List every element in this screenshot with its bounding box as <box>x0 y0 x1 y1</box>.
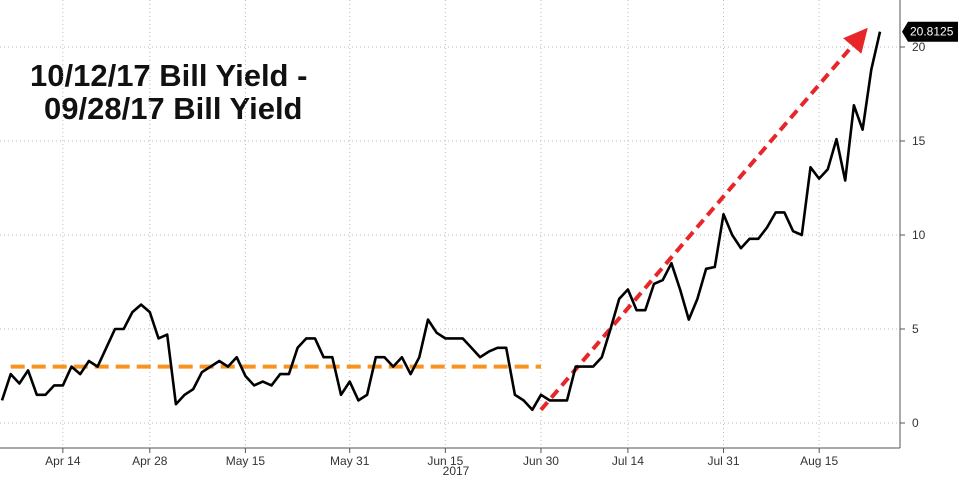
y-tick-label: 10 <box>912 228 926 242</box>
y-tick-label: 0 <box>912 416 919 430</box>
x-year-label: 2017 <box>443 464 470 478</box>
chart-title: 09/28/17 Bill Yield <box>44 91 303 126</box>
x-tick-label: Jul 14 <box>612 454 644 468</box>
y-tick-label: 5 <box>912 322 919 336</box>
x-tick-label: Apr 14 <box>45 454 81 468</box>
line <box>0 31 882 412</box>
y-tick-label: 20 <box>912 40 926 54</box>
chart-title: 10/12/17 Bill Yield - <box>30 58 307 93</box>
last-value-tag <box>902 21 958 42</box>
trend-arrow <box>539 27 868 412</box>
last-value-label: 20.8125 <box>910 25 954 39</box>
x-tick-label: Jun 30 <box>523 454 559 468</box>
x-tick-label: Jul 31 <box>708 454 740 468</box>
y-tick-label: 15 <box>912 134 926 148</box>
x-tick-label: Apr 28 <box>132 454 168 468</box>
x-tick-label: Jun 15 <box>427 454 463 468</box>
x-tick-label: May 15 <box>226 454 266 468</box>
x-tick-label: Aug 15 <box>800 454 838 468</box>
x-tick-label: May 31 <box>330 454 370 468</box>
